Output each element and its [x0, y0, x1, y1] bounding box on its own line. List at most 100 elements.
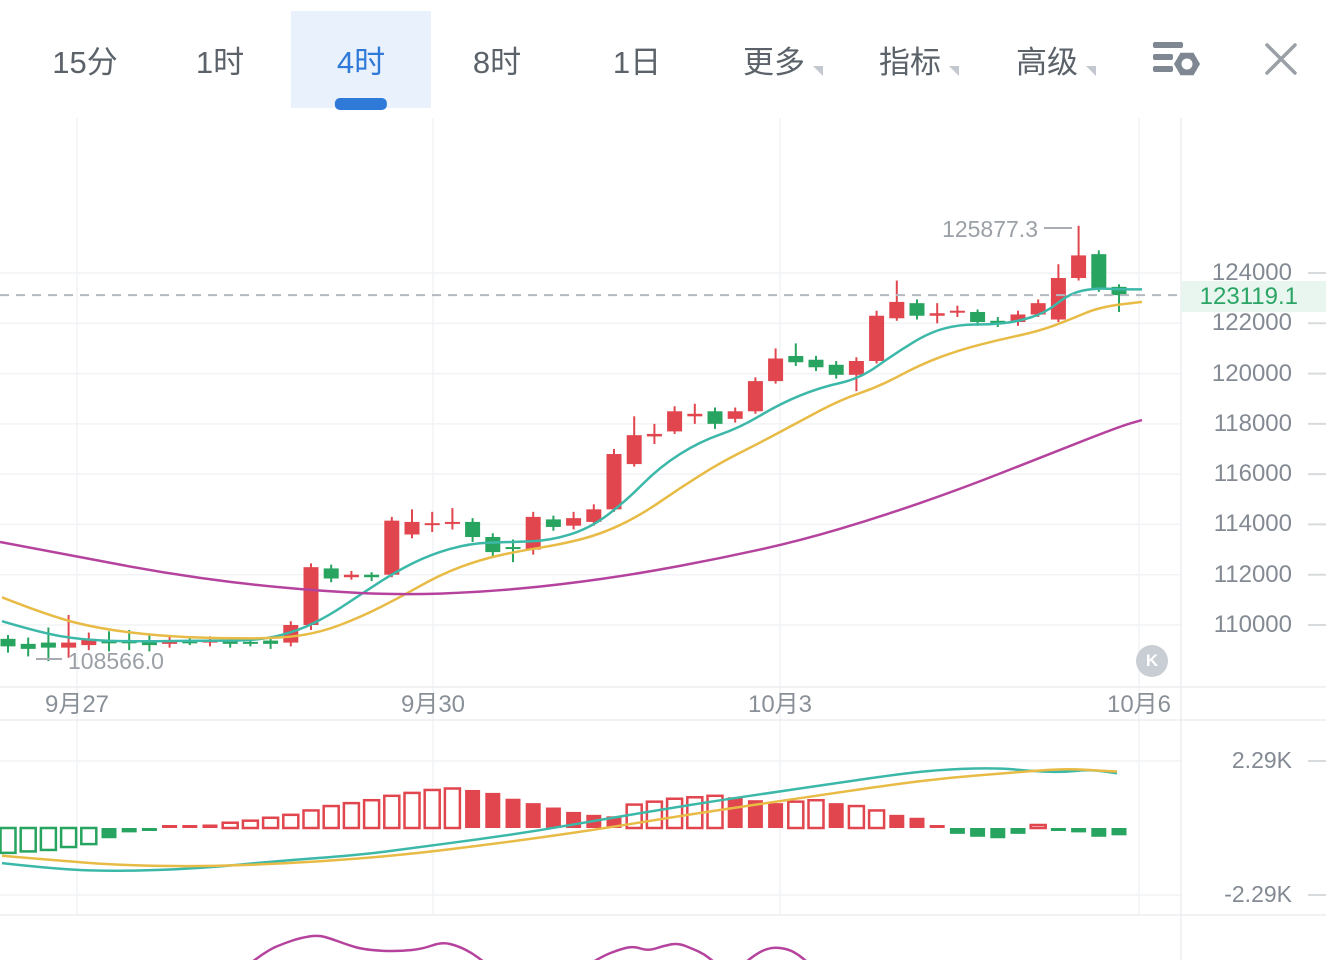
macd-bar: [101, 828, 117, 839]
candle-body: [222, 640, 238, 644]
indicator-axis-top-label: 2.29K: [1231, 747, 1292, 773]
kline-mode-button[interactable]: K: [1136, 645, 1168, 677]
indicator-axis-bottom-label: -2.29K: [1224, 881, 1292, 907]
candle-body: [364, 574, 380, 578]
macd-bar: [39, 826, 58, 852]
candle-body: [707, 411, 723, 424]
ma-mid-line: [1, 300, 1143, 640]
macd-bar: [606, 816, 622, 828]
macd-bar: [162, 825, 178, 828]
candle-body: [828, 364, 844, 375]
macd-bar: [202, 824, 218, 828]
candle-body: [0, 638, 16, 647]
candle-body: [889, 301, 905, 319]
candle-body: [242, 641, 258, 644]
macd-bar: [19, 826, 37, 853]
macd-bar: [1029, 823, 1047, 830]
macd-bar: [261, 816, 280, 830]
macd-bar: [949, 828, 965, 834]
tab-8h[interactable]: 8时: [473, 0, 521, 118]
macd-bar: [302, 809, 320, 830]
macd-bar: [847, 804, 866, 830]
chart-settings-button[interactable]: [1152, 0, 1202, 118]
macd-bar: [221, 821, 239, 830]
tab-1d[interactable]: 1日: [613, 0, 661, 118]
tab-label: 15分: [52, 44, 118, 80]
bottom-indicator-line: [746, 946, 807, 960]
macd-bar: [970, 828, 986, 837]
tab-4h[interactable]: 4时: [290, 11, 432, 110]
candle-body: [1030, 303, 1046, 315]
macd-bar: [665, 797, 684, 830]
macd-bar: [485, 792, 501, 828]
tab-15min[interactable]: 15分: [52, 0, 117, 118]
menu-label: 高级: [1016, 44, 1078, 80]
macd-bar: [1111, 828, 1127, 836]
candle-body: [283, 625, 299, 643]
candle-body: [384, 520, 400, 575]
candle-body: [323, 568, 339, 579]
close-button[interactable]: [1262, 0, 1300, 118]
current-price-badge: 123119.1: [1181, 281, 1326, 312]
macd-bar: [889, 814, 905, 828]
macd-dea-line: [1, 768, 1118, 868]
macd-bar: [747, 800, 763, 828]
caret-down-icon: [813, 66, 823, 76]
macd-bar: [465, 789, 481, 828]
macd-bar: [505, 798, 521, 828]
candle-body: [970, 311, 986, 323]
menu-indicators[interactable]: 指标: [879, 0, 959, 118]
candle-body: [869, 315, 885, 361]
y-axis-label: 116000: [1213, 460, 1292, 487]
candle-body: [485, 537, 501, 553]
current-price-value: 123119.1: [1199, 283, 1298, 310]
tab-label: 1时: [195, 44, 245, 80]
candle-body: [343, 574, 359, 578]
candle-body: [182, 641, 198, 644]
candle-body: [566, 518, 582, 526]
candle-body: [525, 516, 541, 550]
candle-body: [1091, 254, 1107, 290]
y-axis-label: 122000: [1211, 309, 1292, 336]
candle-body: [909, 303, 925, 316]
menu-more[interactable]: 更多: [743, 0, 823, 118]
menu-advanced[interactable]: 高级: [1016, 0, 1096, 118]
candle-body: [848, 361, 864, 375]
macd-bar: [403, 791, 421, 830]
macd-bar: [929, 825, 945, 828]
toolbar: 15分 1时 4时 8时 1日 更多 指标 高级: [0, 0, 1326, 118]
candle-body: [61, 642, 77, 648]
close-icon: [1265, 43, 1297, 75]
macd-bar: [80, 826, 98, 846]
bottom-indicator-line: [593, 942, 714, 960]
tab-label: 1日: [612, 44, 662, 80]
macd-bar: [1050, 828, 1066, 831]
candle-body: [949, 310, 965, 313]
y-axis-label: 114000: [1213, 510, 1292, 537]
candle-body: [626, 435, 642, 465]
candle-body: [141, 640, 157, 646]
candle-body: [768, 358, 784, 382]
macd-bar: [828, 803, 844, 828]
macd-bar: [282, 813, 300, 830]
high-price-label: 125877.3: [942, 216, 1038, 242]
macd-bar: [545, 807, 561, 828]
macd-bar: [1071, 828, 1087, 833]
macd-bar: [1010, 828, 1026, 834]
candle-body: [990, 320, 1006, 324]
macd-bar: [342, 801, 361, 830]
candle-body: [586, 509, 602, 522]
macd-bar: [525, 803, 541, 828]
candle-body: [81, 638, 97, 646]
active-tab-indicator: [335, 98, 387, 110]
macd-bar: [423, 788, 441, 830]
tab-1h[interactable]: 1时: [196, 0, 244, 118]
candle-body: [444, 521, 460, 524]
y-axis-label: 112000: [1213, 561, 1292, 588]
menu-label: 更多: [743, 44, 805, 80]
candle-body: [1071, 255, 1087, 279]
bottom-indicator-line: [252, 934, 484, 960]
candle-body: [747, 381, 763, 412]
